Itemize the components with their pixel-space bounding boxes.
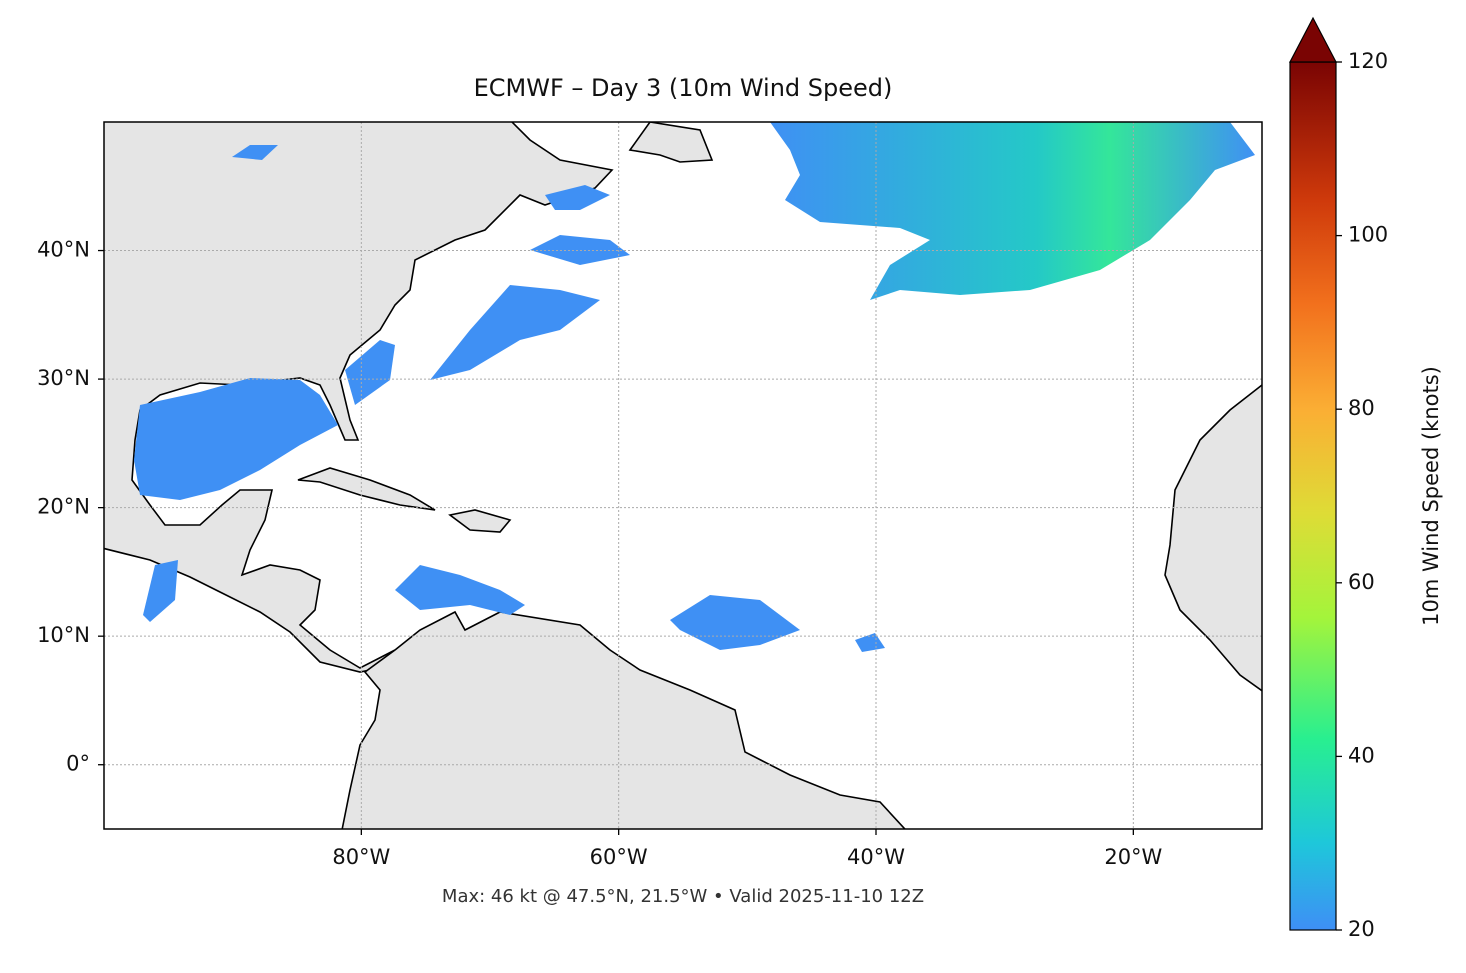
south-america <box>341 610 906 829</box>
colorbar-tick-label: 40 <box>1348 743 1375 767</box>
y-tick-label: 10°N <box>37 623 90 647</box>
x-tick-label: 80°W <box>332 845 390 869</box>
x-tick-label: 40°W <box>847 845 905 869</box>
wind-patch <box>430 285 600 380</box>
wind-patch <box>134 378 338 500</box>
wind-patch <box>345 340 395 405</box>
colorbar-tick-label: 60 <box>1348 570 1375 594</box>
wind-patch <box>143 560 178 622</box>
footer: Max: 46 kt @ 47.5°N, 21.5°W • Valid 2025… <box>442 886 924 907</box>
map-area <box>104 122 1262 829</box>
x-tick-label: 20°W <box>1104 845 1162 869</box>
title: ECMWF – Day 3 (10m Wind Speed) <box>474 74 893 102</box>
y-tick-label: 0° <box>66 752 90 776</box>
wind-patch <box>545 185 610 210</box>
wind-patch <box>670 595 800 650</box>
map-frame <box>103 121 1263 830</box>
x-tick-label: 60°W <box>590 845 648 869</box>
newfoundland <box>628 122 714 163</box>
wind-patch <box>530 235 630 265</box>
y-tick-label: 40°N <box>37 238 90 262</box>
colorbar-tick-label: 100 <box>1348 223 1388 247</box>
colorbar-label: 10m Wind Speed (knots) <box>1419 366 1443 626</box>
colorbar-extension <box>1289 16 1337 63</box>
cuba <box>297 467 436 511</box>
wind-patch <box>395 565 525 615</box>
colorbar-tick-label: 20 <box>1348 917 1375 941</box>
wind-patch <box>232 145 278 160</box>
colorbar-tick-label: 80 <box>1348 396 1375 420</box>
colorbar-tick-label: 120 <box>1348 49 1388 73</box>
colorbar: 20 40 60 80 100 120 <box>1289 16 1388 941</box>
africa <box>1164 383 1262 692</box>
grid <box>104 122 1262 829</box>
y-tick-label: 20°N <box>37 495 90 519</box>
y-tick-label: 30°N <box>37 366 90 390</box>
wind-patch <box>855 633 885 652</box>
hispaniola <box>448 509 512 533</box>
colorbar-ramp <box>1289 61 1337 931</box>
